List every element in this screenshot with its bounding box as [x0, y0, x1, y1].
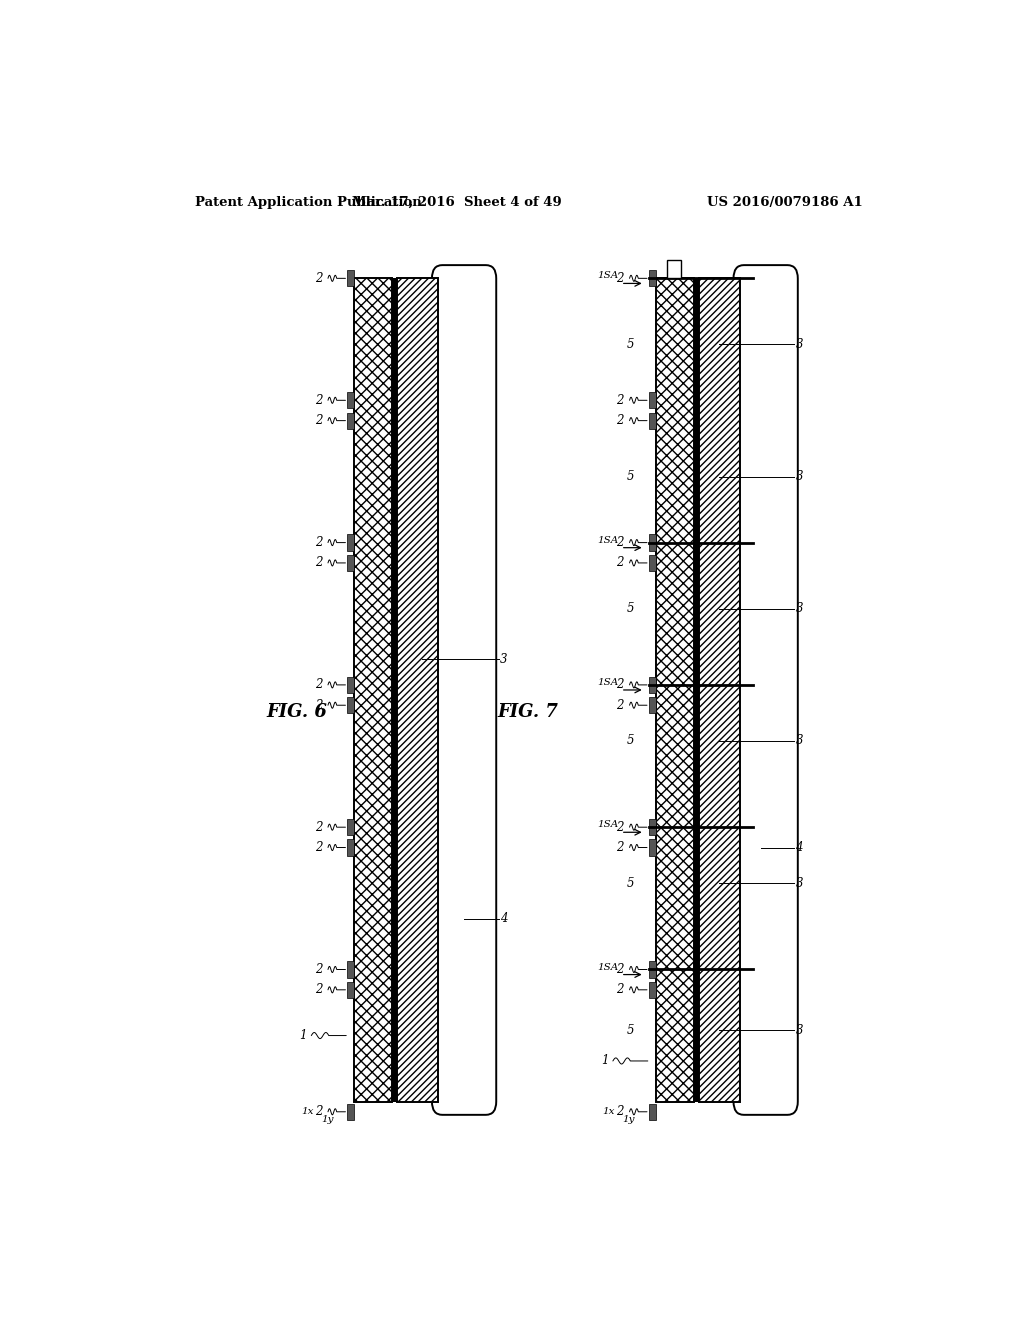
Text: 3: 3 — [796, 1024, 803, 1038]
Bar — [668, 260, 681, 279]
Text: 1: 1 — [601, 1055, 608, 1068]
Bar — [347, 1104, 354, 1119]
Text: 1: 1 — [300, 1030, 307, 1041]
Text: 5: 5 — [627, 602, 634, 615]
Text: 2: 2 — [616, 821, 624, 834]
Text: 2: 2 — [314, 557, 323, 569]
Text: 2: 2 — [314, 698, 323, 711]
Bar — [354, 279, 392, 1102]
Text: 2: 2 — [314, 983, 323, 997]
Text: 3: 3 — [796, 734, 803, 747]
Bar — [392, 279, 397, 1102]
Bar — [354, 279, 392, 1102]
Text: 1SA: 1SA — [597, 272, 618, 280]
Text: 3: 3 — [796, 338, 803, 351]
Text: 2: 2 — [616, 1105, 624, 1118]
Text: 1SA: 1SA — [597, 678, 618, 686]
Text: FIG. 7: FIG. 7 — [497, 704, 558, 721]
Text: 1x: 1x — [603, 1106, 615, 1115]
Text: 2: 2 — [616, 698, 624, 711]
Text: 2: 2 — [314, 272, 323, 285]
Text: 3: 3 — [796, 470, 803, 483]
Bar — [648, 1104, 655, 1119]
Bar — [648, 982, 655, 998]
Text: 2: 2 — [314, 821, 323, 834]
Bar — [347, 697, 354, 713]
Text: Patent Application Publication: Patent Application Publication — [196, 195, 422, 209]
Bar — [347, 412, 354, 429]
Text: 2: 2 — [616, 964, 624, 975]
Bar — [648, 961, 655, 978]
Text: 1x: 1x — [301, 1106, 313, 1115]
Text: 2: 2 — [314, 964, 323, 975]
Text: 5: 5 — [627, 470, 634, 483]
Bar — [648, 840, 655, 855]
FancyBboxPatch shape — [733, 265, 798, 1115]
Text: 3: 3 — [500, 653, 508, 667]
Text: 5: 5 — [627, 876, 634, 890]
Text: 2: 2 — [314, 536, 323, 549]
Bar — [655, 279, 694, 1102]
Bar — [648, 677, 655, 693]
Text: 1y: 1y — [321, 1115, 334, 1123]
Bar — [648, 271, 655, 286]
Text: Mar. 17, 2016  Sheet 4 of 49: Mar. 17, 2016 Sheet 4 of 49 — [352, 195, 562, 209]
Text: 1SA: 1SA — [597, 536, 618, 545]
Text: 1y: 1y — [623, 1115, 635, 1123]
Bar — [347, 271, 354, 286]
Text: 3: 3 — [796, 602, 803, 615]
Bar — [648, 412, 655, 429]
Text: 2: 2 — [314, 393, 323, 407]
Text: 2: 2 — [616, 983, 624, 997]
Text: 3: 3 — [796, 876, 803, 890]
Text: 4: 4 — [500, 912, 508, 925]
Text: 2: 2 — [314, 678, 323, 692]
Text: 2: 2 — [616, 414, 624, 428]
Bar — [648, 697, 655, 713]
Text: 5: 5 — [627, 734, 634, 747]
Bar — [648, 535, 655, 550]
Text: US 2016/0079186 A1: US 2016/0079186 A1 — [708, 195, 863, 209]
Bar — [397, 279, 438, 1102]
Bar — [655, 279, 694, 1102]
Bar — [347, 818, 354, 836]
Text: 2: 2 — [616, 393, 624, 407]
Bar — [347, 392, 354, 408]
Text: 2: 2 — [314, 841, 323, 854]
Text: 5: 5 — [627, 338, 634, 351]
FancyBboxPatch shape — [432, 265, 497, 1115]
Text: 2: 2 — [314, 1105, 323, 1118]
Bar — [698, 279, 740, 1102]
Text: 2: 2 — [314, 414, 323, 428]
Bar — [347, 982, 354, 998]
Text: FIG. 6: FIG. 6 — [267, 704, 328, 721]
Bar — [347, 535, 354, 550]
Bar — [347, 677, 354, 693]
Text: 2: 2 — [616, 272, 624, 285]
Bar — [347, 840, 354, 855]
Bar — [694, 279, 698, 1102]
Bar — [347, 554, 354, 572]
Text: 2: 2 — [616, 678, 624, 692]
Text: 5: 5 — [627, 1024, 634, 1038]
Text: 1SA: 1SA — [597, 962, 618, 972]
Bar — [347, 961, 354, 978]
Bar — [648, 392, 655, 408]
Text: 2: 2 — [616, 841, 624, 854]
Bar — [648, 554, 655, 572]
Text: 2: 2 — [616, 536, 624, 549]
Bar — [397, 279, 438, 1102]
Text: 2: 2 — [616, 557, 624, 569]
Text: 1SA: 1SA — [597, 820, 618, 829]
Bar — [648, 818, 655, 836]
Bar — [698, 279, 740, 1102]
Text: 4: 4 — [796, 841, 803, 854]
